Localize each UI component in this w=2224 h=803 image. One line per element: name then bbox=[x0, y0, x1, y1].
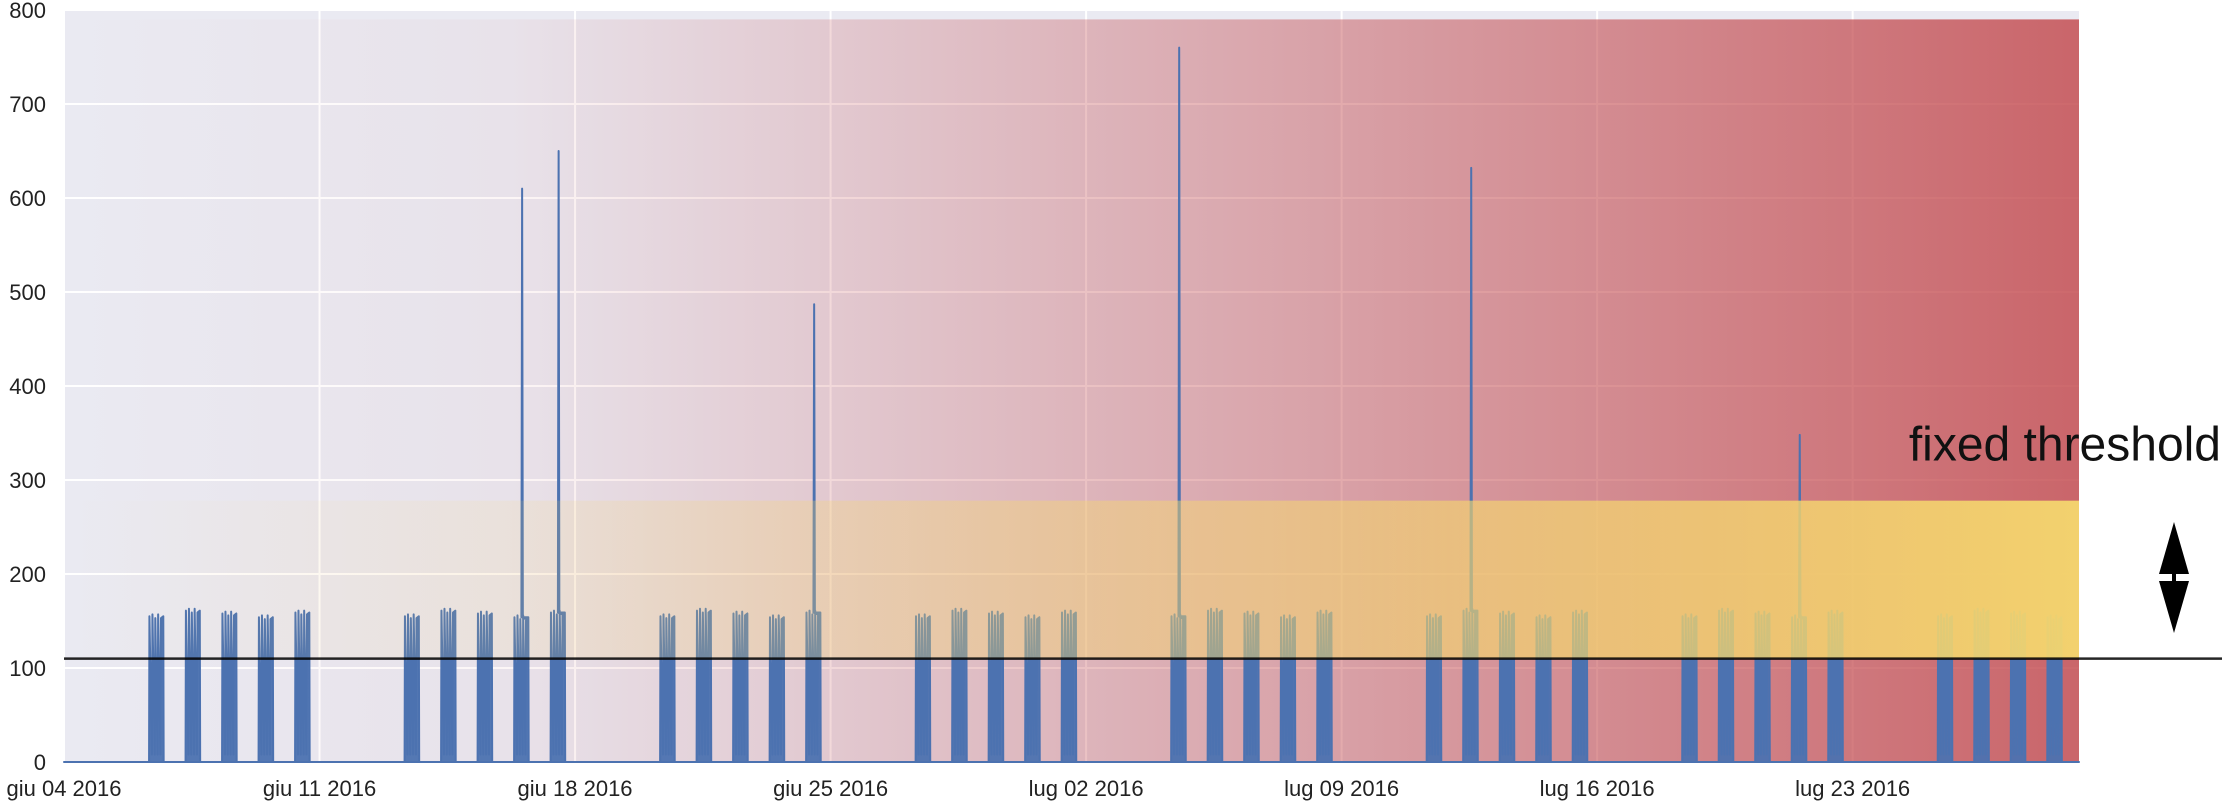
y-tick-label: 500 bbox=[9, 280, 46, 305]
x-tick-label: giu 11 2016 bbox=[263, 776, 376, 801]
y-tick-label: 100 bbox=[9, 656, 46, 681]
y-tick-label: 800 bbox=[9, 0, 46, 23]
x-tick-label: giu 04 2016 bbox=[7, 776, 122, 801]
y-axis-ticks: 0 100 200 300 400 500 600 700 800 bbox=[9, 0, 46, 775]
x-axis-ticks: giu 04 2016 giu 11 2016 giu 18 2016 giu 25 … bbox=[7, 776, 1911, 801]
y-tick-label: 400 bbox=[9, 374, 46, 399]
x-tick-label: giu 25 2016 bbox=[773, 776, 888, 801]
double-arrow-icon bbox=[2159, 522, 2189, 633]
x-tick-label: giu 18 2016 bbox=[518, 776, 633, 801]
y-tick-label: 0 bbox=[34, 750, 46, 775]
arrow-head-up bbox=[2159, 522, 2189, 574]
y-tick-label: 200 bbox=[9, 562, 46, 587]
fixed-threshold-label: fixed threshold bbox=[1909, 419, 2221, 472]
x-tick-label: lug 23 2016 bbox=[1795, 776, 1910, 801]
arrow-head-down bbox=[2159, 581, 2189, 633]
y-tick-label: 300 bbox=[9, 468, 46, 493]
threshold-lines bbox=[64, 499, 2222, 660]
x-tick-label: lug 09 2016 bbox=[1284, 776, 1399, 801]
x-tick-label: lug 16 2016 bbox=[1540, 776, 1655, 801]
x-tick-label: lug 02 2016 bbox=[1029, 776, 1144, 801]
yellow-zone bbox=[64, 500, 2079, 659]
y-tick-label: 600 bbox=[9, 186, 46, 211]
y-tick-label: 700 bbox=[9, 92, 46, 117]
